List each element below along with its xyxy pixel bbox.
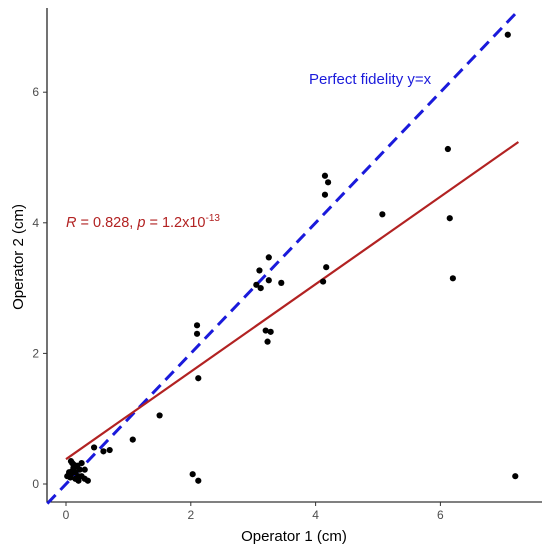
y-axis-title: Operator 2 (cm) <box>10 204 27 310</box>
data-point <box>446 215 453 222</box>
data-point <box>106 446 113 454</box>
x-tick-label: 2 <box>187 508 194 522</box>
data-point <box>267 328 274 335</box>
p-symbol: p <box>136 215 145 231</box>
data-point <box>379 211 386 218</box>
identity-line <box>46 12 517 505</box>
data-point <box>319 278 327 285</box>
regression-line <box>65 141 520 461</box>
data-point <box>193 322 201 329</box>
data-point <box>256 267 263 274</box>
y-tick-label: 4 <box>32 216 39 230</box>
data-point <box>278 279 285 286</box>
data-point <box>512 473 519 480</box>
data-point <box>265 254 272 261</box>
data-point <box>324 179 332 186</box>
axes <box>46 8 542 503</box>
x-tick-label: 4 <box>312 508 319 522</box>
axis-ticks: 0 2 4 6 0 2 4 6 <box>32 85 444 522</box>
data-point <box>323 264 330 271</box>
p-exponent: -13 <box>206 213 221 224</box>
data-point <box>321 172 329 179</box>
data-point <box>76 466 83 473</box>
data-point <box>129 436 136 443</box>
data-point <box>264 338 271 345</box>
data-point <box>265 277 272 284</box>
data-point <box>321 191 329 198</box>
data-point <box>257 285 264 292</box>
fidelity-annotation: Perfect fidelity y=x <box>309 71 432 88</box>
data-point <box>262 327 269 334</box>
data-point <box>189 471 196 478</box>
data-point <box>449 275 456 282</box>
data-point <box>81 466 88 473</box>
x-tick-label: 6 <box>437 508 444 522</box>
reference-lines <box>46 12 520 505</box>
data-point <box>253 281 260 288</box>
data-point <box>84 477 91 484</box>
data-point <box>156 412 163 419</box>
data-point <box>90 444 98 451</box>
y-tick-label: 6 <box>32 85 39 99</box>
r-value: = 0.828, <box>76 215 137 231</box>
y-tick-label: 0 <box>32 477 39 491</box>
data-point <box>195 375 202 382</box>
data-point <box>504 31 511 38</box>
x-tick-label: 0 <box>63 508 70 522</box>
data-point <box>78 460 85 467</box>
data-point <box>70 464 77 471</box>
p-value: = 1.2x10 <box>145 215 205 231</box>
r-symbol: R <box>66 215 77 231</box>
data-point <box>100 448 107 455</box>
data-point <box>75 473 82 480</box>
data-point <box>67 471 75 478</box>
stats-annotation: R = 0.828, p = 1.2x10-13 <box>66 213 220 231</box>
data-point <box>444 145 451 153</box>
y-tick-label: 2 <box>32 346 39 360</box>
data-point <box>193 330 201 337</box>
data-point <box>195 477 202 484</box>
data-points <box>64 31 519 484</box>
x-axis-title: Operator 1 (cm) <box>241 528 347 545</box>
